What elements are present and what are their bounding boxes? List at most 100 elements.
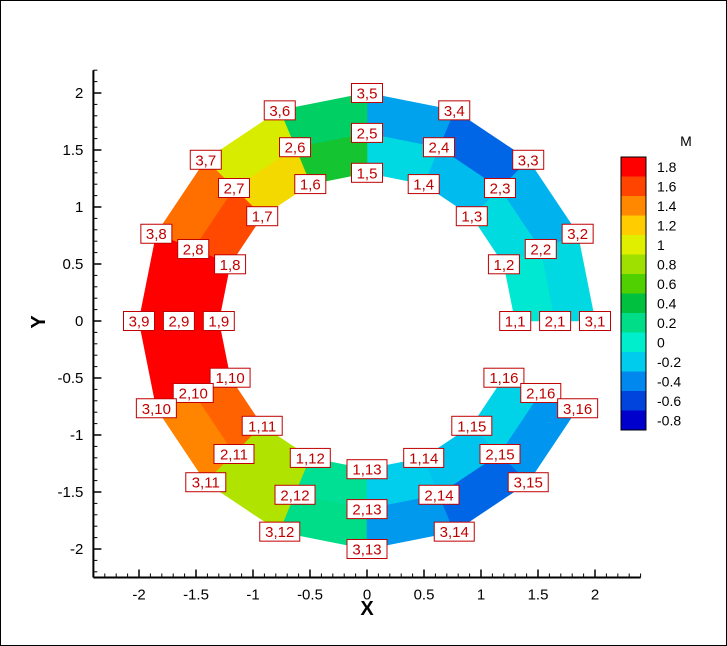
node-label: 2,7 [217,177,250,198]
colorbar-swatch [621,254,646,274]
node-label-text: 3,5 [357,86,378,103]
node-label: 2,4 [422,137,455,158]
node-label: 1,4 [407,174,440,195]
node-label-box [422,137,455,158]
node-label: 2,10 [172,382,214,403]
node-label: 1,1 [499,311,532,331]
node-label-box [418,484,460,505]
colorbar-outline [620,156,647,431]
node-label-box [123,311,155,331]
node-label-text: 3,2 [567,226,588,243]
colorbar-label: 0 [657,334,665,350]
node-label-text: 2,8 [183,242,204,259]
node-label-text: 1,6 [300,177,321,194]
colorbar-label: 0.8 [657,256,677,272]
node-label: 1,10 [209,367,251,388]
colorbar-label: 1.6 [657,178,677,194]
node-label-box [407,174,440,195]
node-label: 2,6 [279,137,312,158]
node-label: 3,3 [512,149,545,170]
y-tick-label: -1 [70,427,83,444]
node-label-box [512,149,545,170]
node-label-box [438,100,471,121]
node-label-box [403,447,445,468]
node-label: 1,3 [455,206,488,227]
node-label: 1,9 [202,311,235,331]
node-label: 3,2 [561,223,594,244]
node-label: 3,4 [438,100,471,121]
node-label-box [135,398,177,419]
node-label: 3,8 [140,223,173,244]
node-label: 3,16 [557,398,599,419]
node-label-box [294,174,327,195]
colorbar-label: -0.2 [657,354,681,370]
node-label-text: 1,11 [248,418,276,435]
colorbar-label: -0.8 [657,412,681,428]
node-label-box [455,206,488,227]
colorbar-swatch [621,410,646,430]
node-label-box [346,539,388,559]
x-tick-label: 1.5 [528,587,549,604]
node-label-text: 1,10 [215,370,244,387]
node-label-text: 3,13 [352,542,381,559]
node-label: 2,3 [484,177,517,198]
colorbar-swatch [621,157,646,177]
node-label: 1,12 [289,447,331,468]
node-label: 3,15 [507,472,549,493]
node-label-box [557,398,599,419]
node-label-box [487,254,520,275]
node-label: 2,1 [539,311,572,331]
node-label-box [351,162,383,183]
node-label: 3,13 [346,539,388,559]
node-label-box [351,83,383,103]
colorbar-label: 0.2 [657,315,677,331]
x-tick-label: 2 [591,587,599,604]
node-label: 3,1 [579,311,611,331]
node-label-box [241,415,283,436]
node-label-box [279,137,312,158]
node-label-text: 1,16 [489,370,518,387]
node-label-text: 3,12 [265,524,294,541]
node-label-text: 1,5 [357,165,378,182]
node-label-box [213,444,255,465]
node-label-text: 3,10 [142,401,171,418]
node-label-text: 1,15 [457,418,486,435]
node-label-text: 3,4 [444,103,465,120]
node-label-text: 1,13 [352,462,381,479]
colorbar-label: -0.6 [657,393,681,409]
node-label-text: 3,6 [269,103,290,120]
node-label-box [185,472,227,493]
y-tick-label: 0 [75,313,83,330]
y-tick-label: 1.5 [63,142,84,159]
node-label-text: 2,4 [429,140,450,157]
node-label: 2,13 [346,499,388,520]
node-label-text: 1,9 [208,314,229,331]
colorbar-swatch [621,332,646,352]
x-tick-label: -1.5 [183,587,209,604]
node-label-text: 2,2 [530,242,551,259]
node-label: 1,11 [241,415,283,436]
node-label-text: 1,8 [220,257,241,274]
x-axis-title: X [360,598,374,620]
colorbar-swatch [621,352,646,372]
node-label-text: 2,10 [179,385,208,402]
x-tick-label: -2 [132,587,145,604]
node-label: 2,8 [177,239,210,260]
node-label-box [259,521,301,542]
node-label-box [246,206,279,227]
node-label-box [507,472,549,493]
x-tick-label: 0.5 [414,587,435,604]
node-label-text: 2,1 [545,314,566,331]
node-label-text: 3,3 [518,152,539,169]
node-label-box [484,177,517,198]
node-label-text: 1,4 [413,177,434,194]
node-label-box [274,484,316,505]
node-label-text: 2,13 [352,502,381,519]
node-label-box [214,254,247,275]
node-label-box [579,311,611,331]
colorbar-swatch [621,196,646,216]
node-label-text: 2,5 [357,125,378,142]
node-label: 3,5 [351,83,383,103]
colorbar-label: -0.4 [657,373,681,389]
node-label: 3,12 [259,521,301,542]
